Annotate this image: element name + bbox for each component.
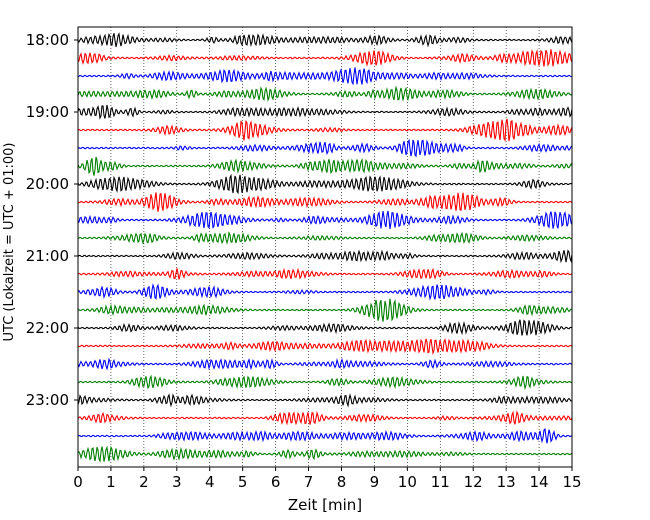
trace-2315 [77, 410, 573, 426]
x-tick-label: 9 [370, 473, 380, 491]
x-tick-label: 2 [139, 473, 149, 491]
trace-2045 [77, 231, 573, 245]
y-tick-label: 18:00 [26, 31, 69, 49]
grid-lines [110, 27, 540, 467]
y-tick-label: 22:00 [26, 319, 69, 337]
x-tick-label: 14 [530, 473, 549, 491]
y-tick-label: 21:00 [26, 247, 69, 265]
x-tick-label: 0 [73, 473, 83, 491]
trace-2345 [77, 445, 573, 463]
trace-1930 [77, 138, 573, 158]
x-axis-label: Zeit [min] [288, 496, 362, 514]
trace-2215 [77, 338, 573, 356]
trace-2300 [77, 393, 573, 408]
trace-2245 [77, 374, 573, 391]
x-tick-label: 13 [497, 473, 516, 491]
x-tick-label: 4 [205, 473, 215, 491]
trace-2130 [77, 283, 573, 301]
x-tick-label: 1 [106, 473, 116, 491]
x-tick-label: 12 [464, 473, 483, 491]
trace-2200 [77, 319, 573, 336]
trace-1900 [77, 104, 573, 120]
trace-1800 [77, 32, 573, 48]
x-axis-ticks: 0 1 2 3 4 5 6 7 8 9 10 11 12 13 14 15 [73, 467, 582, 491]
x-tick-label: 3 [172, 473, 182, 491]
y-axis-label: UTC (Lokalzeit = UTC + 01:00) [2, 143, 17, 342]
trace-1830 [77, 67, 573, 86]
x-tick-label: 6 [271, 473, 281, 491]
trace-1845 [77, 85, 573, 102]
trace-1945 [77, 156, 573, 176]
trace-2145 [77, 298, 573, 322]
trace-2330 [77, 427, 573, 444]
trace-1915 [77, 118, 573, 142]
x-tick-label: 8 [337, 473, 347, 491]
trace-2000 [77, 173, 573, 195]
trace-2100 [77, 249, 573, 264]
trace-2115 [77, 267, 573, 280]
y-tick-label: 20:00 [26, 175, 69, 193]
x-tick-label: 15 [562, 473, 581, 491]
y-tick-label: 19:00 [26, 103, 69, 121]
x-tick-label: 11 [431, 473, 450, 491]
trace-2030 [77, 210, 573, 230]
trace-1815 [77, 49, 573, 67]
x-tick-label: 7 [304, 473, 314, 491]
x-tick-label: 10 [398, 473, 417, 491]
trace-2230 [77, 357, 573, 371]
trace-2015 [77, 192, 573, 212]
y-tick-label: 23:00 [26, 391, 69, 409]
y-axis-ticks: 18:00 19:00 20:00 21:00 22:00 23:00 [26, 31, 78, 409]
plot-frame [77, 26, 573, 468]
seismic-traces [77, 32, 573, 463]
x-tick-label: 5 [238, 473, 248, 491]
